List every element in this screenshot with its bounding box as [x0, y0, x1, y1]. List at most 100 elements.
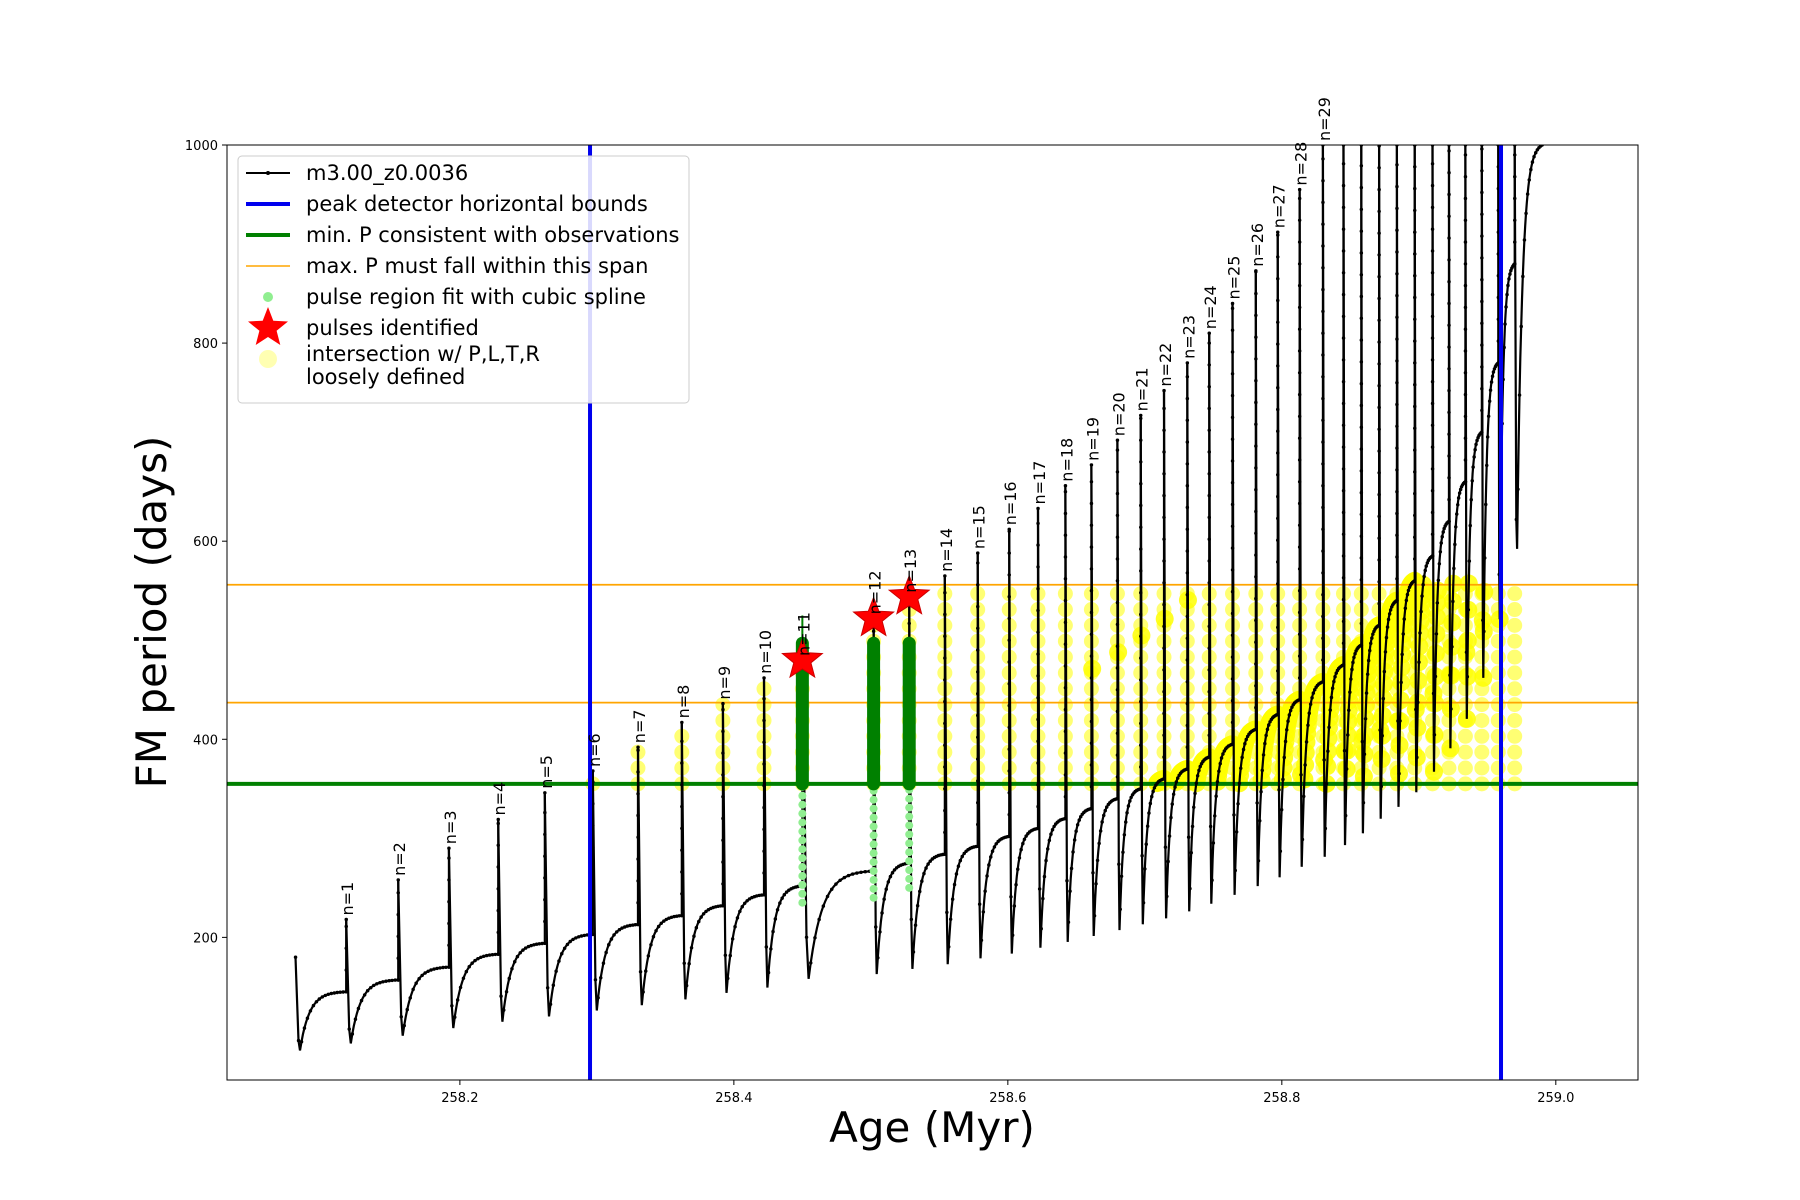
spline-point — [798, 791, 807, 800]
intersection-point — [1507, 712, 1523, 728]
pulse-label: n=25 — [1225, 256, 1244, 300]
x-tick-label: 258.6 — [989, 1091, 1026, 1106]
y-axis: 200 400 600 800 1000 — [185, 139, 227, 946]
intersection-point — [1490, 649, 1506, 665]
pulse-label: n=20 — [1109, 392, 1128, 436]
legend-label: max. P must fall within this span — [306, 254, 648, 278]
track-points — [396, 878, 451, 1028]
legend-marker-star — [248, 307, 288, 345]
pulse-label: n=15 — [970, 505, 989, 549]
pulse-label: n=12 — [866, 570, 885, 614]
spline-point — [905, 857, 914, 866]
pulse-label: n=14 — [937, 528, 956, 572]
spline-point — [869, 795, 878, 804]
intersection-point — [1490, 744, 1506, 760]
intersection-point — [1474, 712, 1490, 728]
intersection-point — [1507, 649, 1523, 665]
spline-point — [869, 804, 878, 813]
spline-point — [905, 803, 914, 812]
x-tick-label: 258.8 — [1263, 1091, 1300, 1106]
intersection-point — [1474, 697, 1490, 713]
spline-point — [798, 863, 807, 872]
legend-box — [237, 155, 690, 404]
pulse-label: n=22 — [1156, 343, 1175, 387]
legend-label: m3.00_z0.0036 — [306, 161, 468, 186]
spline-point — [798, 880, 807, 889]
spline-point — [869, 858, 878, 867]
x-tick-label: 259.0 — [1537, 1091, 1574, 1106]
pulse-label: n=10 — [756, 630, 775, 674]
spline-point — [798, 871, 807, 880]
spline-point — [869, 813, 878, 822]
legend-marker-dot — [263, 292, 273, 302]
intersection-point — [1507, 760, 1523, 776]
pulse-label: n=13 — [901, 549, 920, 593]
pulse-label: n=7 — [630, 709, 649, 743]
intersection-point — [1457, 709, 1476, 728]
spline-point — [905, 874, 914, 883]
spline-point — [905, 848, 914, 857]
y-axis-title: FM period (days) — [127, 436, 176, 789]
track-points — [447, 846, 500, 1019]
intersection-point — [1507, 665, 1523, 681]
pulse-label: n=8 — [674, 685, 693, 719]
spline-point — [905, 794, 914, 803]
pulse-label: n=27 — [1270, 184, 1289, 228]
intersection-point — [1441, 760, 1457, 776]
identified-pulse-star — [781, 637, 824, 679]
intersection-point — [1457, 744, 1473, 760]
y-tick-label: 600 — [193, 535, 218, 550]
track-points — [636, 745, 684, 994]
intersection-point — [1507, 586, 1523, 602]
pulse-label: n=21 — [1133, 367, 1152, 411]
intersection-point — [1490, 633, 1506, 649]
pulse-label: n=4 — [490, 782, 509, 816]
track-points — [1513, 145, 1544, 522]
spline-point — [869, 831, 878, 840]
spline-point — [869, 849, 878, 858]
identified-pulse-star — [887, 574, 931, 615]
pulse-label: n=23 — [1179, 315, 1198, 359]
pulse-label: n=28 — [1292, 142, 1311, 186]
pulse-label: n=6 — [585, 733, 604, 767]
intersection-point — [1474, 728, 1490, 744]
spline-point — [905, 821, 914, 830]
legend-label: pulse region fit with cubic spline — [306, 285, 646, 309]
intersection-point — [1507, 602, 1523, 618]
x-axis-title: Age (Myr) — [829, 1103, 1035, 1152]
pulse-labels-layer: n=1 n=2 n=3 n=4 n=5 n=6 n=7 n=8 n=9 n=10 n=11 n=12 n… — [338, 97, 1334, 915]
intersection-point — [1507, 681, 1523, 697]
intersection-point — [1507, 728, 1523, 744]
legend-label: loosely defined — [306, 365, 465, 389]
x-tick-label: 258.4 — [715, 1091, 752, 1106]
intersection-point — [1457, 760, 1473, 776]
intersection-point — [1474, 744, 1490, 760]
legend-label: min. P consistent with observations — [306, 223, 679, 247]
intersection-point — [1490, 697, 1506, 713]
pulse-label: n=5 — [537, 755, 556, 789]
pulse-label: n=17 — [1030, 461, 1049, 505]
spline-point — [869, 884, 878, 893]
spline-point — [869, 867, 878, 876]
identified-pulses-layer — [781, 574, 931, 679]
spline-point — [905, 866, 914, 875]
y-tick-label: 1000 — [185, 139, 218, 154]
spline-point — [905, 830, 914, 839]
y-tick-label: 400 — [193, 733, 218, 748]
spline-point — [798, 809, 807, 818]
intersection-point — [1507, 697, 1523, 713]
spline-point — [869, 840, 878, 849]
intersection-point — [1490, 712, 1506, 728]
legend-label: pulses identified — [306, 316, 479, 340]
intersection-point — [1507, 633, 1523, 649]
spline-point — [869, 893, 878, 902]
intersection-point — [1425, 712, 1441, 728]
y-tick-label: 800 — [193, 337, 218, 352]
pulse-label: n=3 — [441, 810, 460, 844]
pulse-label: n=19 — [1083, 417, 1102, 461]
pulse-label: n=11 — [794, 612, 813, 656]
pulse-label: n=26 — [1248, 223, 1267, 267]
track-points — [721, 701, 766, 981]
